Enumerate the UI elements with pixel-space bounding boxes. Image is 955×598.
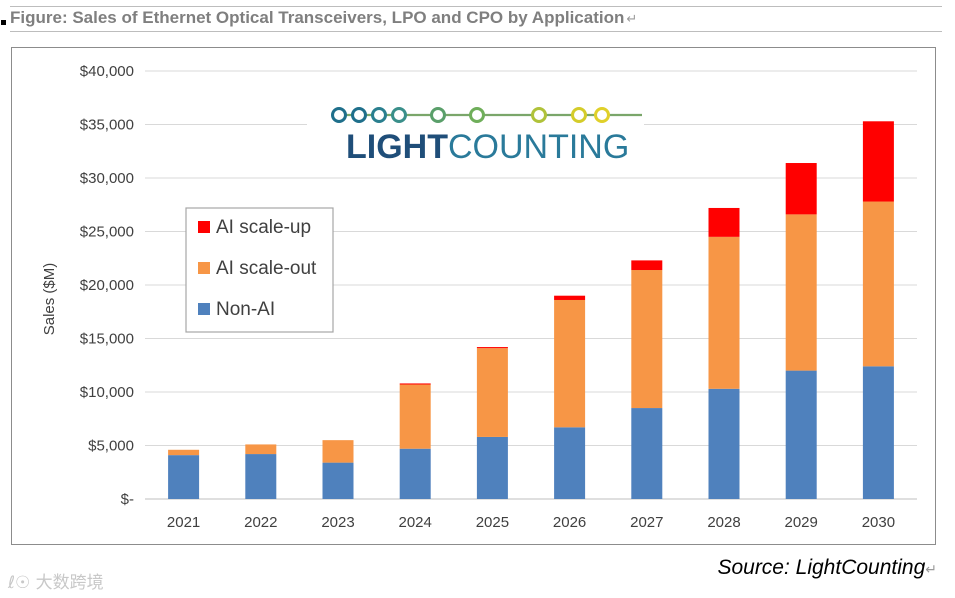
bar-segment-non-ai (399, 448, 431, 499)
return-mark: ↵ (626, 11, 638, 26)
bar-segment-ai-scale-out (399, 384, 431, 449)
y-axis-label: Sales ($M) (41, 263, 58, 336)
x-tick-label: 2022 (244, 514, 277, 531)
logo-circle (469, 107, 485, 123)
y-tick-label: $20,000 (80, 277, 134, 294)
bar-segment-non-ai (168, 455, 200, 499)
title-bullet (1, 20, 6, 25)
legend-label: AI scale-out (216, 258, 317, 279)
x-tick-label: 2030 (862, 514, 895, 531)
bar-segment-non-ai (322, 462, 354, 499)
x-tick-label: 2025 (476, 514, 509, 531)
y-tick-label: $10,000 (80, 384, 134, 401)
x-tick-label: 2023 (321, 514, 354, 531)
watermark-text: 大数跨境 (35, 573, 104, 593)
bar-segment-non-ai (554, 427, 586, 499)
logo-circle (430, 107, 446, 123)
logo-text-counting: COUNTING (448, 128, 629, 166)
x-tick-label: 2028 (707, 514, 740, 531)
y-tick-label: $35,000 (80, 117, 134, 134)
legend-label: AI scale-up (216, 217, 311, 238)
figure-title-text: Figure: Sales of Ethernet Optical Transc… (10, 8, 625, 27)
y-tick-label: $- (121, 491, 134, 508)
bar-segment-non-ai (862, 366, 894, 499)
bar-segment-ai-scale-out (554, 299, 586, 428)
bar-segment-ai-scale-out (708, 236, 740, 389)
legend-swatch (198, 303, 210, 315)
x-tick-label: 2021 (167, 514, 200, 531)
logo-circle (391, 107, 407, 123)
bar-segment-non-ai (708, 388, 740, 499)
legend: AI scale-up AI scale-out Non-AI (185, 207, 334, 333)
source-note: Source: LightCounting↵ (717, 556, 937, 580)
bar-segment-non-ai (245, 454, 277, 499)
bar-segment-non-ai (476, 436, 508, 499)
bar-segment-ai-scale-up (554, 295, 586, 300)
bars (168, 121, 894, 499)
legend-box (185, 207, 334, 333)
y-axis-ticks: $- $5,000 $10,000 $15,000 $20,000 $25,000 $30,… (80, 63, 134, 508)
bar-segment-ai-scale-up (785, 163, 817, 215)
bar-segment-ai-scale-up (476, 347, 508, 349)
y-tick-label: $30,000 (80, 170, 134, 187)
bar-segment-ai-scale-out (631, 270, 663, 409)
bar-segment-ai-scale-up (862, 121, 894, 202)
bar-segment-ai-scale-out (785, 214, 817, 371)
logo-text: LIGHTCOUNTING (346, 128, 629, 166)
legend-label: Non-AI (216, 299, 275, 320)
stacked-bar-chart: $- $5,000 $10,000 $15,000 $20,000 $25,000 $30,… (41, 63, 917, 531)
logo-circles (331, 107, 610, 123)
source-text: Source: LightCounting (717, 556, 926, 579)
bar-segment-non-ai (785, 370, 817, 499)
y-tick-label: $25,000 (80, 224, 134, 241)
bar-segment-ai-scale-out (245, 444, 277, 455)
bar-segment-ai-scale-up (708, 207, 740, 237)
logo-circle (531, 107, 547, 123)
logo-circle (331, 107, 347, 123)
bar-segment-non-ai (631, 408, 663, 499)
bar-segment-ai-scale-out (476, 348, 508, 437)
logo-circle (594, 107, 610, 123)
legend-swatch (198, 262, 210, 274)
bar-segment-ai-scale-out (862, 201, 894, 367)
logo-text-light: LIGHT (346, 128, 448, 166)
y-tick-label: $15,000 (80, 331, 134, 348)
y-tick-label: $5,000 (88, 438, 134, 455)
logo-circle (371, 107, 387, 123)
logo-circle (351, 107, 367, 123)
bar-segment-ai-scale-up (631, 260, 663, 271)
logo-circle (571, 107, 587, 123)
x-tick-label: 2027 (630, 514, 663, 531)
x-tick-label: 2029 (785, 514, 818, 531)
x-axis-ticks: 2021 2022 2023 2024 2025 2026 2027 2028 2029 2030 (167, 514, 895, 531)
x-tick-label: 2026 (553, 514, 586, 531)
bar-segment-ai-scale-up (399, 383, 431, 385)
figure-title: Figure: Sales of Ethernet Optical Transc… (1, 6, 942, 32)
x-tick-label: 2024 (399, 514, 432, 531)
legend-swatch (198, 221, 210, 233)
y-tick-label: $40,000 (80, 63, 134, 80)
legend-items: AI scale-up AI scale-out Non-AI (198, 217, 317, 320)
lightcounting-logo: LIGHTCOUNTING (307, 96, 644, 170)
bar-segment-ai-scale-out (168, 449, 200, 456)
bar-segment-ai-scale-out (322, 440, 354, 463)
watermark: ℓ☉ 大数跨境 (8, 568, 104, 593)
chart-frame: $- $5,000 $10,000 $15,000 $20,000 $25,000 $30,… (11, 47, 936, 545)
watermark-logo-icon: ℓ☉ (8, 573, 36, 593)
source-return-mark: ↵ (925, 561, 937, 577)
